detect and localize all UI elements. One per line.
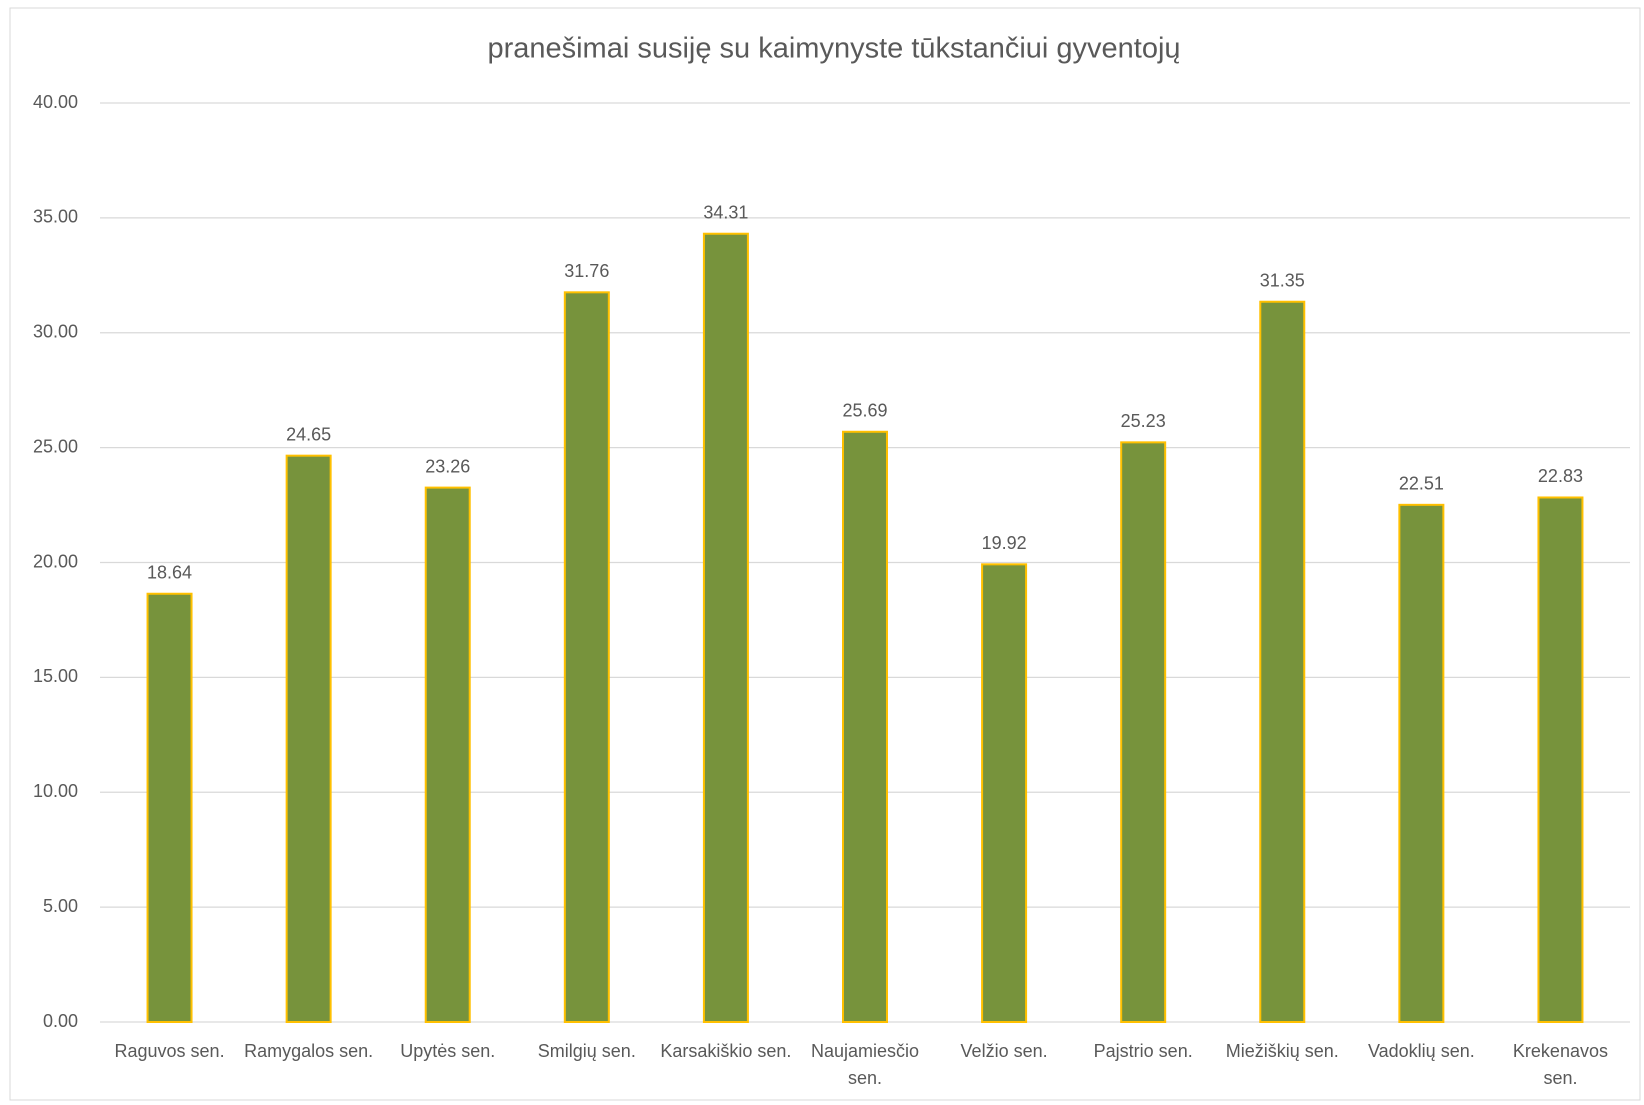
- data-label: 25.23: [1121, 411, 1166, 431]
- y-tick-label: 5.00: [43, 896, 78, 916]
- y-tick-label: 10.00: [33, 781, 78, 801]
- data-label: 24.65: [286, 424, 331, 444]
- x-tick-label: Karsakiškio sen.: [660, 1041, 791, 1061]
- chart-frame: [9, 7, 1641, 1101]
- bar: [146, 592, 193, 1023]
- bar: [1398, 503, 1445, 1023]
- bar: [1537, 496, 1584, 1023]
- y-tick-label: 20.00: [33, 551, 78, 571]
- bar: [1259, 300, 1306, 1023]
- chart-title: pranešimai susiję su kaimynyste tūkstanč…: [487, 33, 1180, 65]
- x-tick-label: Vadoklių sen.: [1368, 1041, 1475, 1061]
- bar: [563, 291, 610, 1023]
- y-tick-label: 35.00: [33, 207, 78, 227]
- x-tick-label: Smilgių sen.: [538, 1041, 636, 1061]
- data-label: 22.51: [1399, 474, 1444, 494]
- x-tick-label: Upytės sen.: [400, 1041, 495, 1061]
- y-tick-label: 30.00: [33, 322, 78, 342]
- data-label: 18.64: [147, 562, 192, 582]
- x-tick-label: Raguvos sen.: [115, 1041, 225, 1061]
- x-tick-label: Pajstrio sen.: [1094, 1041, 1193, 1061]
- bar: [702, 232, 749, 1024]
- data-label: 25.69: [842, 401, 887, 421]
- x-tick-label: Krekenavos sen.: [1513, 1041, 1608, 1088]
- bar: [981, 563, 1028, 1023]
- data-label: 22.83: [1538, 466, 1583, 486]
- data-label: 19.92: [982, 533, 1027, 553]
- x-tick-label: Ramygalos sen.: [244, 1041, 373, 1061]
- x-tick-label: Naujamiesčio sen.: [811, 1041, 919, 1088]
- bar: [424, 486, 471, 1023]
- bar: [842, 430, 888, 1023]
- data-label: 34.31: [703, 202, 748, 222]
- y-tick-label: 40.00: [33, 92, 78, 112]
- data-label: 23.26: [425, 456, 470, 476]
- x-tick-label: Velžio sen.: [961, 1041, 1048, 1061]
- bar: [285, 454, 332, 1023]
- y-tick-label: 25.00: [33, 436, 78, 456]
- bar: [1120, 441, 1167, 1023]
- y-tick-label: 0.00: [43, 1011, 78, 1031]
- data-label: 31.35: [1260, 270, 1305, 290]
- x-tick-label: Miežiškių sen.: [1226, 1041, 1339, 1061]
- y-tick-label: 15.00: [33, 666, 78, 686]
- data-label: 31.76: [564, 261, 609, 281]
